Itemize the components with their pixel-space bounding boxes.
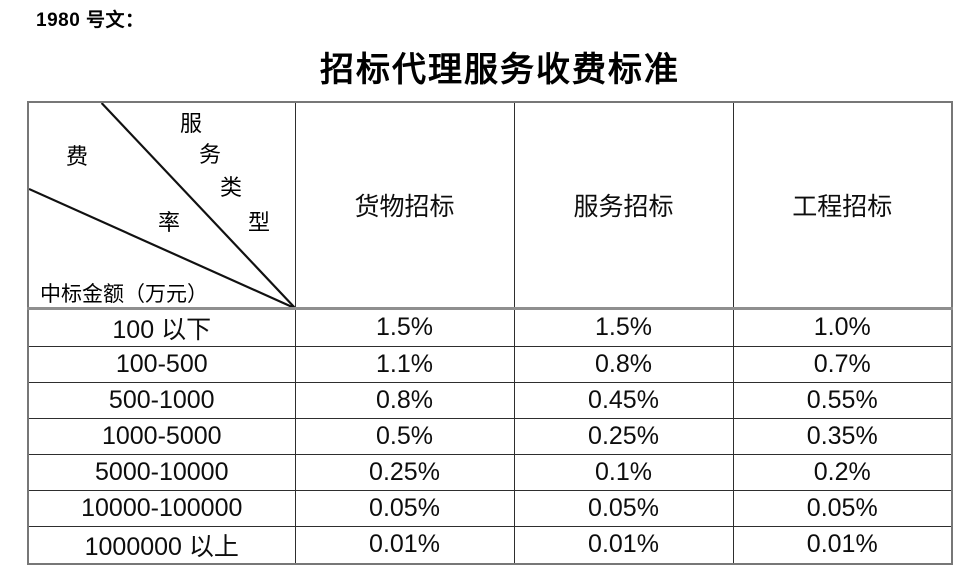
rate-cell: 0.05%: [732, 489, 953, 527]
rate-cell: 0.25%: [294, 453, 515, 491]
rate-cell: 0.05%: [294, 489, 515, 527]
diagonal-split-lines: [29, 103, 295, 307]
corner-char-service-2: 务: [199, 142, 222, 167]
rate-cell: 0.01%: [294, 525, 515, 564]
rate-cell: 0.35%: [732, 417, 953, 455]
amount-range-cell: 1000-5000: [27, 417, 296, 455]
amount-range-cell: 500-1000: [27, 381, 296, 419]
table-row: 100 以下 1.5% 1.5% 1.0%: [27, 307, 953, 347]
table-row: 100-500 1.1% 0.8% 0.7%: [27, 345, 953, 383]
rate-cell: 0.8%: [513, 345, 734, 383]
rate-cell: 0.55%: [732, 381, 953, 419]
corner-amount-label: 中标金额（万元）: [40, 282, 208, 306]
table-row: 10000-100000 0.05% 0.05% 0.05%: [27, 489, 953, 527]
amount-range-cell: 10000-100000: [27, 489, 296, 527]
table-row: 5000-10000 0.25% 0.1% 0.2%: [27, 453, 953, 491]
rate-cell: 0.1%: [513, 453, 734, 491]
amount-range-cell: 5000-10000: [27, 453, 296, 491]
table-row: 500-1000 0.8% 0.45% 0.55%: [27, 381, 953, 419]
column-header-goods: 货物招标: [294, 101, 515, 310]
rate-cell: 1.1%: [294, 345, 515, 383]
rate-cell: 1.0%: [732, 307, 953, 347]
corner-char-service-1: 服: [180, 111, 203, 136]
rate-cell: 0.05%: [513, 489, 734, 527]
table-header-row: 服 务 类 型 费 率 中标金额（万元） 货物招标 服务招标 工程招标: [27, 101, 953, 310]
column-header-engineering: 工程招标: [732, 101, 953, 310]
page-title: 招标代理服务收费标准: [320, 52, 680, 89]
rate-cell: 0.25%: [513, 417, 734, 455]
table-row: 1000-5000 0.5% 0.25% 0.35%: [27, 417, 953, 455]
amount-range-cell: 100 以下: [27, 307, 296, 347]
table-row: 1000000 以上 0.01% 0.01% 0.01%: [27, 525, 953, 564]
column-header-service: 服务招标: [513, 101, 734, 310]
corner-char-rate-1: 费: [66, 144, 89, 169]
rate-cell: 0.8%: [294, 381, 515, 419]
rate-cell: 0.5%: [294, 417, 515, 455]
rate-cell: 0.2%: [732, 453, 953, 491]
corner-char-service-3: 类: [220, 175, 243, 200]
amount-range-cell: 1000000 以上: [27, 525, 296, 564]
corner-char-service-4: 型: [248, 210, 271, 235]
fee-standard-table: 服 务 类 型 费 率 中标金额（万元） 货物招标 服务招标 工程招标 100 …: [27, 101, 953, 565]
amount-range-cell: 100-500: [27, 345, 296, 383]
rate-cell: 1.5%: [294, 307, 515, 347]
rate-cell: 0.45%: [513, 381, 734, 419]
corner-char-rate-2: 率: [158, 210, 181, 235]
rate-cell: 0.01%: [513, 525, 734, 564]
rate-cell: 0.7%: [732, 345, 953, 383]
rate-cell: 1.5%: [513, 307, 734, 347]
table-corner-cell: 服 务 类 型 费 率 中标金额（万元）: [27, 101, 296, 310]
doc-number: 1980 号文：: [36, 10, 145, 31]
rate-cell: 0.01%: [732, 525, 953, 564]
